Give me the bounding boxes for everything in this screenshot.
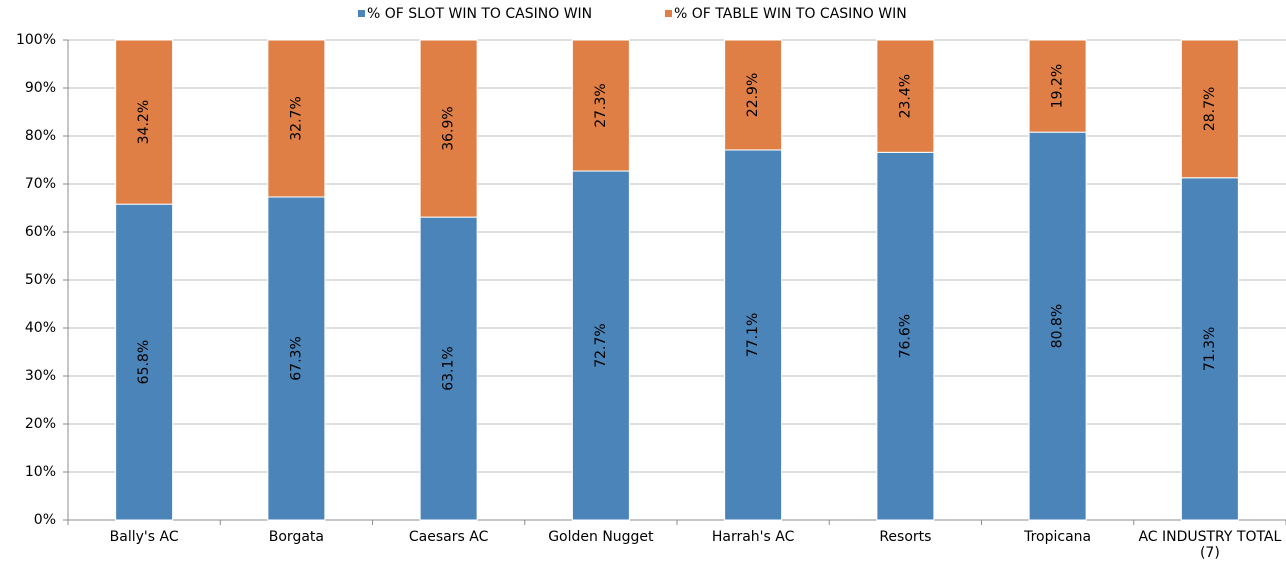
data-label: 80.8% xyxy=(1050,304,1066,348)
bar-segment xyxy=(115,203,174,521)
y-tick-label: 90% xyxy=(25,80,56,96)
x-tick-label: Caesars AC xyxy=(408,529,489,545)
bar-segment xyxy=(571,39,630,172)
y-tick-label: 50% xyxy=(25,272,56,288)
bar-segment xyxy=(876,151,935,521)
data-label: 63.1% xyxy=(441,346,457,390)
y-tick-label: 20% xyxy=(25,416,56,432)
data-label: 76.6% xyxy=(897,314,913,358)
bar-segment xyxy=(1028,39,1087,133)
data-label: 34.2% xyxy=(136,100,152,144)
data-label: 77.1% xyxy=(745,313,761,357)
bar-segment xyxy=(267,196,326,521)
x-tick-label: AC INDUSTRY TOTAL (7) xyxy=(1138,529,1282,561)
bar-segment xyxy=(724,39,783,151)
data-label: 32.7% xyxy=(288,96,304,140)
y-tick-label: 100% xyxy=(16,32,56,48)
data-label: 67.3% xyxy=(288,336,304,380)
data-label: 72.7% xyxy=(593,323,609,367)
data-label: 23.4% xyxy=(897,74,913,118)
bar-segment xyxy=(115,39,174,205)
y-tick-label: 80% xyxy=(25,128,56,144)
data-label: 19.2% xyxy=(1050,64,1066,108)
legend-label: % OF TABLE WIN TO CASINO WIN xyxy=(674,6,907,22)
y-tick-label: 60% xyxy=(25,224,56,240)
x-tick-label: Bally's AC xyxy=(109,529,179,545)
data-label: 28.7% xyxy=(1202,87,1218,131)
x-tick-label: Borgata xyxy=(268,529,324,545)
bar-segment xyxy=(1180,39,1239,179)
bar-segment xyxy=(1028,131,1087,521)
bar-segment xyxy=(267,39,326,198)
legend-swatch xyxy=(665,10,672,17)
legend-swatch xyxy=(358,10,365,17)
y-tick-label: 70% xyxy=(25,176,56,192)
bar-segment xyxy=(419,39,478,218)
data-label: 71.3% xyxy=(1202,327,1218,371)
y-tick-label: 40% xyxy=(25,320,56,336)
bar-segment xyxy=(876,39,935,153)
x-tick-label: Harrah's AC xyxy=(711,529,795,545)
x-tick-label: Golden Nugget xyxy=(548,529,654,545)
y-tick-label: 10% xyxy=(25,464,56,480)
bar-segment xyxy=(724,149,783,521)
bar-segment xyxy=(1180,177,1239,521)
x-tick-label: Resorts xyxy=(879,529,932,545)
data-label: 36.9% xyxy=(441,106,457,150)
y-tick-label: 30% xyxy=(25,368,56,384)
data-label: 27.3% xyxy=(593,83,609,127)
y-tick-label: 0% xyxy=(34,512,56,528)
data-label: 22.9% xyxy=(745,73,761,117)
legend-label: % OF SLOT WIN TO CASINO WIN xyxy=(367,6,592,22)
data-label: 65.8% xyxy=(136,340,152,384)
bar-segment xyxy=(571,170,630,521)
bar-segment xyxy=(419,216,478,521)
x-tick-label: Tropicana xyxy=(1024,529,1092,545)
